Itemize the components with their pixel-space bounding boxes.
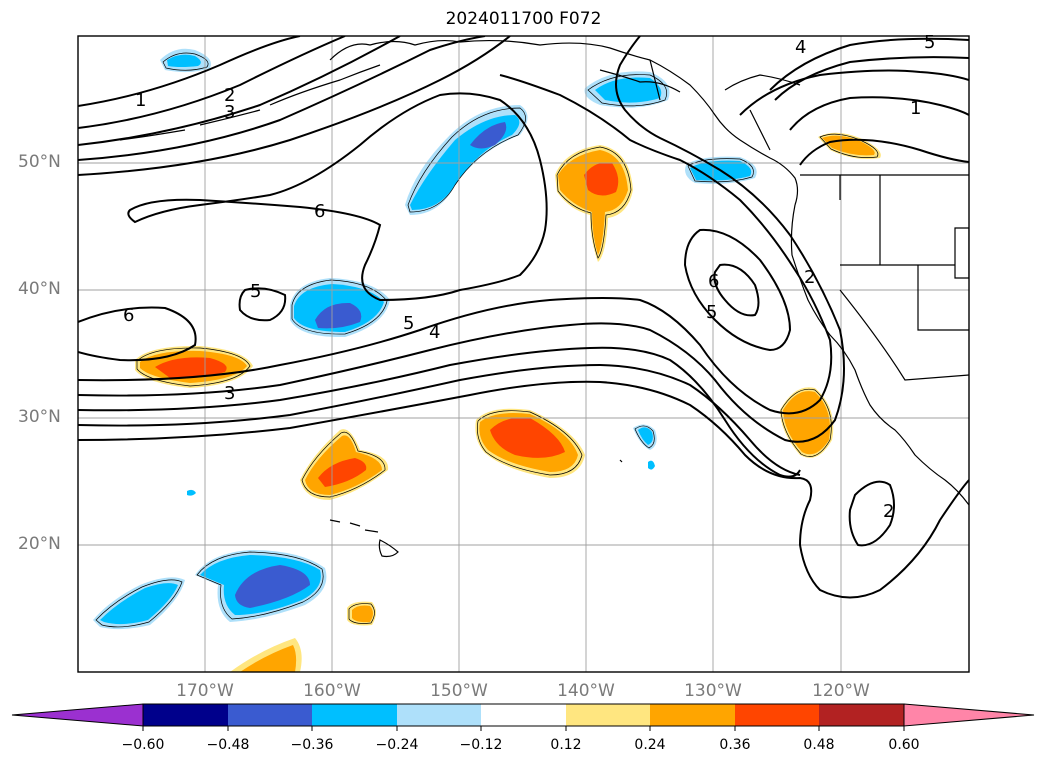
pos-blob-central-deep bbox=[490, 417, 565, 458]
contour-label: 2 bbox=[804, 267, 815, 288]
colorbar-tick-label: 0.36 bbox=[719, 737, 751, 753]
contour-label: 6 bbox=[708, 271, 719, 292]
colorbar-tick-label: 0.12 bbox=[550, 737, 582, 753]
contour-label: 1 bbox=[135, 90, 146, 111]
neg-dot2 bbox=[187, 489, 196, 496]
lat-label-30n: 30°N bbox=[18, 407, 61, 427]
lon-label-130w: 130°W bbox=[684, 681, 742, 701]
colorbar-tick-label: 0.60 bbox=[888, 737, 920, 753]
contour-label: 5 bbox=[403, 313, 414, 334]
contour-label: 2 bbox=[883, 501, 894, 522]
lon-label-140w: 140°W bbox=[557, 681, 615, 701]
lat-label-40n: 40°N bbox=[18, 279, 61, 299]
colorbar-tick-label: −0.24 bbox=[375, 737, 419, 753]
colorbar-tick-label: −0.36 bbox=[290, 737, 334, 753]
contour-label: 5 bbox=[924, 32, 935, 53]
colorbar-tick-label: 0.48 bbox=[803, 737, 835, 753]
contour-label: 3 bbox=[224, 383, 235, 404]
contour-label: 3 bbox=[224, 102, 235, 123]
contour-label-group: 1 2 3 6 5 4 5 6 3 4 5 1 2 6 5 2 bbox=[123, 32, 935, 522]
contour-label: 1 bbox=[910, 98, 921, 119]
contour-label: 4 bbox=[429, 322, 440, 343]
colorbar-tick-label: −0.48 bbox=[206, 737, 250, 753]
pos-blob-west-deep bbox=[155, 357, 227, 379]
lat-label-50n: 50°N bbox=[18, 152, 61, 172]
map-frame bbox=[77, 35, 970, 673]
colorbar-tick-label: −0.60 bbox=[121, 737, 165, 753]
pos-blob-bottom-core bbox=[240, 645, 297, 672]
neg-blob-nw-core bbox=[167, 54, 201, 67]
neg-blob-sw-deep bbox=[235, 565, 310, 608]
pos-blob-hawaii-deep bbox=[318, 458, 367, 487]
colorbar bbox=[11, 703, 1035, 731]
anomaly-shading bbox=[93, 48, 881, 672]
lon-label-170w: 170°W bbox=[176, 681, 234, 701]
neg-blob-small-core bbox=[638, 427, 653, 445]
coastlines bbox=[119, 39, 969, 558]
contour-label: 5 bbox=[706, 302, 717, 323]
neg-blob-central-deep bbox=[470, 122, 507, 149]
map-title: 2024011700 F072 bbox=[445, 9, 602, 29]
colorbar-tick-label: 0.24 bbox=[634, 737, 666, 753]
pos-blob-pnw-deep bbox=[584, 162, 619, 196]
colorbar-tick-label: −0.12 bbox=[459, 737, 503, 753]
contour-lines bbox=[78, 36, 969, 599]
contour-label: 6 bbox=[123, 305, 134, 326]
neg-blob-gulf-core bbox=[595, 77, 662, 103]
lat-label-20n: 20°N bbox=[18, 534, 61, 554]
neg-blob-far-sw-core bbox=[100, 583, 178, 625]
lon-label-150w: 150°W bbox=[430, 681, 488, 701]
neg-blob-mid-deep bbox=[315, 302, 362, 329]
neg-dot bbox=[648, 460, 655, 470]
contour-label: 5 bbox=[250, 281, 261, 302]
pos-blob-cal-core bbox=[783, 391, 831, 455]
lon-label-160w: 160°W bbox=[303, 681, 361, 701]
lon-label-120w: 120°W bbox=[812, 681, 870, 701]
pos-blob-canada-core bbox=[822, 135, 875, 156]
pos-blob-small-core bbox=[352, 605, 373, 623]
contour-label: 6 bbox=[314, 201, 325, 222]
contour-label: 4 bbox=[795, 37, 806, 58]
contour-label: 2 bbox=[224, 85, 235, 106]
